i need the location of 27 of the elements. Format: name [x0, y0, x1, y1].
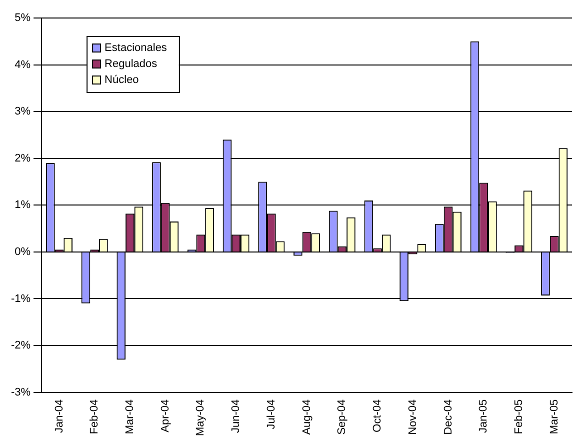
legend-label: Regulados	[104, 58, 158, 70]
y-tick-label: 1%	[14, 199, 31, 212]
x-tick-label: May-04	[194, 399, 207, 436]
legend-label: Núcleo	[104, 74, 139, 86]
x-tick-label: Dec-04	[442, 399, 454, 435]
x-tick-label: Oct-04	[372, 399, 384, 432]
y-tick-label: -3%	[11, 386, 31, 398]
x-tick-label: Aug-04	[300, 399, 313, 435]
x-tick-label: Jan-04	[53, 399, 66, 433]
y-tick-label: 0%	[14, 246, 31, 258]
x-tick-label: Jun-04	[230, 399, 242, 433]
y-tick-label: 3%	[14, 106, 31, 118]
y-tick-label: 2%	[14, 152, 31, 164]
y-tick-label: -2%	[11, 340, 31, 352]
y-tick-label: -1%	[11, 292, 31, 305]
x-tick-label: Mar-04	[124, 399, 136, 434]
x-tick-label: Sep-04	[336, 399, 348, 435]
y-tick-label: 5%	[14, 12, 31, 24]
x-tick-label: Jan-05	[478, 399, 490, 433]
x-tick-label: Nov-04	[406, 399, 419, 435]
x-tick-label: Feb-04	[88, 399, 101, 434]
x-tick-label: Feb-05	[512, 399, 525, 434]
x-tick-label: Jul-04	[265, 399, 278, 430]
x-tick-label: Apr-04	[159, 399, 172, 432]
legend-label: Estacionales	[104, 42, 168, 54]
y-tick-label: 4%	[14, 58, 31, 71]
x-tick-label: Mar-05	[548, 399, 560, 434]
